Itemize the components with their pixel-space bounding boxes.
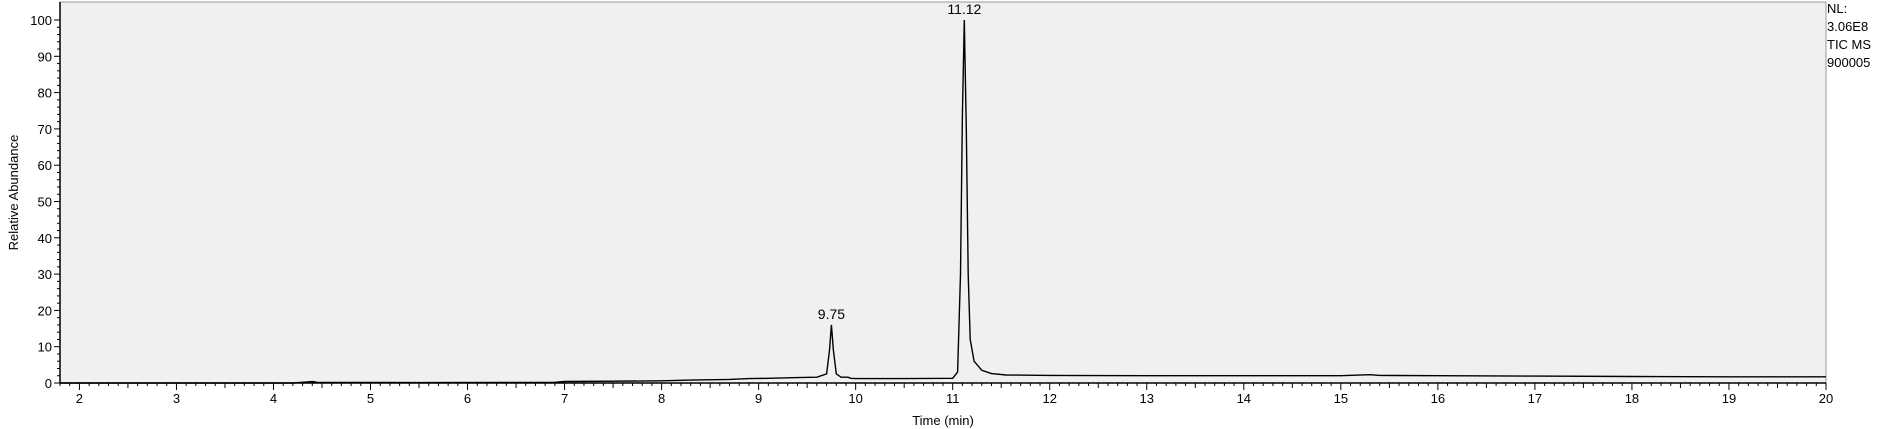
y-tick-label: 100 [30, 13, 52, 28]
x-tick-label: 3 [173, 391, 180, 406]
peak-label: 11.12 [947, 1, 981, 17]
x-axis-ticks: 2 3 4 5 6 7 8 9 10 11 12 13 14 15 16 17 18 19 20 [59, 383, 1833, 406]
y-tick-label: 40 [38, 231, 52, 246]
x-tick-label: 20 [1819, 391, 1833, 406]
x-tick-label: 14 [1237, 391, 1251, 406]
x-tick-label: 7 [561, 391, 568, 406]
plot-area [59, 1, 1827, 384]
x-tick-label: 5 [367, 391, 374, 406]
nl-value: 3.06E8 [1827, 19, 1869, 34]
x-tick-label: 9 [755, 391, 762, 406]
x-tick-label: 17 [1528, 391, 1542, 406]
x-tick-label: 13 [1140, 391, 1154, 406]
y-tick-label: 50 [38, 195, 52, 210]
series-line [60, 19, 1826, 384]
x-tick-label: 10 [848, 391, 862, 406]
y-tick-label: 70 [38, 122, 52, 137]
y-tick-label: 10 [38, 340, 52, 355]
x-axis-title: Time (min) [912, 413, 974, 428]
peak-label: 9.75 [818, 306, 845, 322]
x-tick-label: 18 [1625, 391, 1639, 406]
x-tick-label: 12 [1043, 391, 1057, 406]
scan-info: NL: 3.06E8 TIC MS 900005 [1827, 0, 1871, 72]
x-tick-label: 4 [270, 391, 277, 406]
y-axis-title: Relative Abundance [6, 135, 21, 251]
y-tick-label: 60 [38, 158, 52, 173]
x-tick-label: 19 [1722, 391, 1736, 406]
y-axis-ticks: 0 10 20 30 40 50 60 70 80 90 100 [30, 13, 60, 391]
y-tick-label: 30 [38, 267, 52, 282]
peak-labels: 9.75 11.12 [818, 1, 982, 322]
nl-label: NL: [1827, 1, 1848, 16]
x-tick-label: 16 [1431, 391, 1445, 406]
x-tick-label: 11 [946, 391, 960, 406]
trace-type: TIC MS [1827, 37, 1872, 52]
y-tick-label: 0 [45, 376, 52, 391]
x-tick-label: 15 [1334, 391, 1348, 406]
x-tick-label: 2 [76, 391, 83, 406]
y-tick-label: 80 [38, 86, 52, 101]
x-tick-label: 6 [464, 391, 471, 406]
y-tick-label: 90 [38, 49, 52, 64]
file-name: 900005 [1827, 55, 1871, 70]
y-tick-label: 20 [38, 303, 52, 318]
x-tick-label: 8 [658, 391, 665, 406]
